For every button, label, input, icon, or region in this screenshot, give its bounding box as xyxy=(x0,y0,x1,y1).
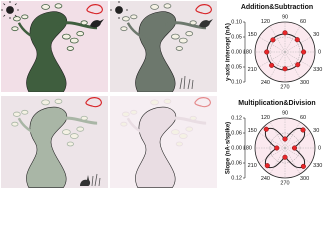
grid-spoke xyxy=(258,147,286,164)
data-point xyxy=(282,30,288,36)
angle-tick-label: 240 xyxy=(261,80,270,86)
data-point xyxy=(282,66,288,72)
data-point xyxy=(264,163,270,169)
r-tick-label: 0.10 xyxy=(231,79,242,85)
neuron-icon xyxy=(195,4,212,15)
angle-tick-label: 0 xyxy=(318,49,321,55)
neuron-icon xyxy=(194,97,211,108)
angle-tick-label: 0 xyxy=(318,145,321,151)
bird xyxy=(199,19,213,28)
angle-tick-label: 30 xyxy=(313,32,319,38)
grid-spoke xyxy=(284,132,312,149)
angle-tick-label: 270 xyxy=(280,84,289,90)
y-axis-label: Slope (nA·s/spike) xyxy=(226,122,232,174)
angle-tick-label: 300 xyxy=(300,176,309,182)
neuron-icon xyxy=(86,4,103,15)
angle-tick-label: 240 xyxy=(261,176,270,182)
grass xyxy=(91,173,101,187)
grid-spoke xyxy=(284,147,312,164)
r-tick-label: 0.05 xyxy=(231,64,242,70)
data-point xyxy=(300,127,306,133)
angle-tick-label: 120 xyxy=(261,115,270,121)
grid-spoke xyxy=(284,51,312,68)
r-tick-label: 0.12 xyxy=(231,175,242,181)
bird xyxy=(90,19,104,28)
angle-tick-label: 90 xyxy=(282,110,288,116)
data-point xyxy=(264,49,270,55)
angle-tick-label: 90 xyxy=(282,14,288,20)
neuron-icon xyxy=(85,97,102,108)
grass xyxy=(179,75,194,90)
sun-icon xyxy=(1,1,19,19)
angle-tick-label: 60 xyxy=(300,19,306,25)
grid-spoke xyxy=(284,51,301,79)
data-point xyxy=(295,62,301,68)
chart-title: Addition&Subtraction xyxy=(241,4,313,11)
grid-spoke xyxy=(269,121,286,149)
angle-tick-label: 330 xyxy=(313,67,322,73)
illustration-panel xyxy=(110,1,217,92)
data-point xyxy=(282,136,288,142)
illustration-panel xyxy=(110,96,217,188)
y-axis-label: y-axis intercept (nA) xyxy=(226,23,232,81)
data-point xyxy=(301,49,307,55)
angle-tick-label: 60 xyxy=(300,115,306,121)
grid-spoke xyxy=(258,132,286,149)
grid-spoke xyxy=(258,36,286,53)
grid-spoke xyxy=(269,147,286,175)
grid-spoke xyxy=(269,25,286,53)
sun-icon xyxy=(110,1,128,19)
r-tick-label: 0.10 xyxy=(231,19,242,25)
figure: Addition&Subtraction y-axis intercept (nA… xyxy=(1,1,322,188)
grid-spoke xyxy=(284,121,301,149)
angle-tick-label: 270 xyxy=(280,180,289,186)
grid-spoke xyxy=(284,147,301,175)
data-point xyxy=(270,37,276,43)
data-point xyxy=(274,145,280,151)
angle-tick-label: 210 xyxy=(248,67,257,73)
r-tick-label: 0.00 xyxy=(231,49,242,55)
data-point xyxy=(294,37,300,43)
rabbit xyxy=(80,175,91,186)
angle-tick-label: 180 xyxy=(243,49,252,55)
angle-tick-label: 30 xyxy=(313,128,319,134)
grid-spoke xyxy=(258,51,286,68)
angle-tick-label: 330 xyxy=(313,163,322,169)
data-point xyxy=(300,163,306,169)
grid-spoke xyxy=(284,25,301,53)
data-point xyxy=(282,154,288,160)
illustration-panel xyxy=(1,1,108,92)
r-tick-label: 0.00 xyxy=(231,145,242,151)
r-tick-label: 0.12 xyxy=(231,115,242,121)
r-tick-label: 0.06 xyxy=(231,130,242,136)
data-point xyxy=(263,126,269,132)
grid-spoke xyxy=(284,36,312,53)
angle-tick-label: 210 xyxy=(248,163,257,169)
angle-tick-label: 150 xyxy=(248,128,257,134)
grid-spoke xyxy=(269,51,286,79)
angle-tick-label: 150 xyxy=(248,32,257,38)
angle-tick-label: 120 xyxy=(261,19,270,25)
illustration-panel xyxy=(1,96,108,188)
r-tick-label: 0.05 xyxy=(231,34,242,40)
chart-title: Multiplication&Division xyxy=(238,100,315,107)
r-tick-label: 0.06 xyxy=(231,160,242,166)
angle-tick-label: 180 xyxy=(243,145,252,151)
data-point xyxy=(291,145,298,151)
angle-tick-label: 300 xyxy=(300,80,309,86)
data-point xyxy=(269,62,275,68)
